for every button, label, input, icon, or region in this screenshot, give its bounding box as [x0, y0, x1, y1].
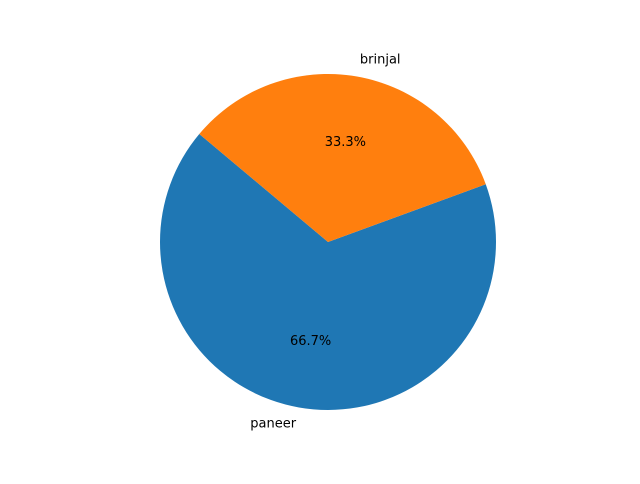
pie-labels: paneer 66.7% brinjal 33.3% — [250, 53, 400, 432]
slice-percent-paneer: 66.7% — [290, 334, 331, 349]
slice-percent-brinjal: 33.3% — [325, 135, 366, 150]
pie-slices — [159, 73, 496, 410]
pie-slice-paneer — [159, 134, 496, 410]
slice-label-paneer: paneer — [250, 417, 296, 432]
slice-label-brinjal: brinjal — [360, 53, 401, 68]
pie-slice-brinjal — [199, 73, 486, 242]
